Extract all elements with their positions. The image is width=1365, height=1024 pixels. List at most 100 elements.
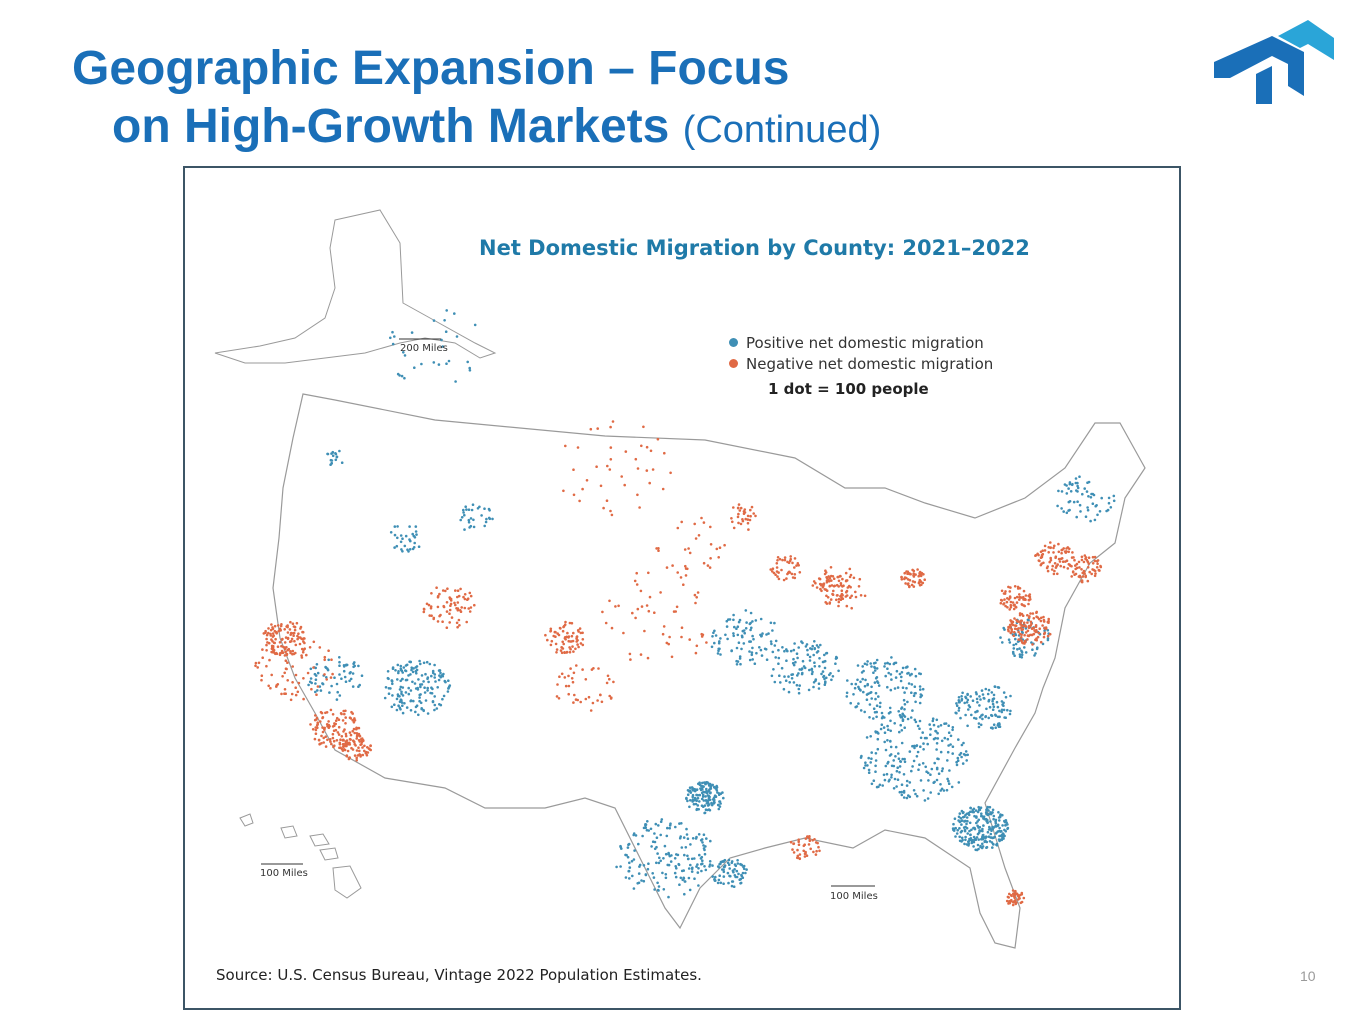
positive-dot (440, 674, 444, 677)
positive-dot (722, 875, 726, 878)
negative-dot (837, 604, 840, 608)
negative-dot (1020, 628, 1023, 632)
negative-dot (286, 636, 290, 640)
positive-dot (640, 879, 643, 882)
negative-dot (1033, 629, 1036, 632)
positive-dot (453, 312, 456, 315)
positive-dot (990, 691, 994, 694)
positive-dot (998, 709, 1001, 713)
positive-dot (914, 720, 918, 724)
positive-dot (448, 684, 452, 687)
positive-dot (730, 880, 734, 883)
positive-dot (987, 813, 991, 816)
negative-dot (1024, 598, 1027, 601)
negative-dot (1086, 560, 1090, 563)
positive-dot (1014, 637, 1017, 641)
positive-dot (964, 838, 967, 842)
positive-dot (655, 861, 658, 865)
positive-dot (906, 665, 909, 668)
positive-dot (447, 679, 450, 682)
positive-dot (1031, 648, 1034, 651)
negative-dot (645, 469, 649, 472)
negative-dot (1077, 560, 1081, 564)
positive-dot (687, 876, 691, 880)
positive-dot (688, 805, 691, 809)
positive-dot (691, 798, 695, 801)
positive-dot (1074, 481, 1078, 485)
negative-dot (1018, 613, 1022, 617)
positive-dot (706, 794, 710, 797)
positive-dot (1011, 650, 1015, 654)
negative-dot (629, 658, 632, 661)
positive-dot (909, 716, 913, 719)
negative-dot (318, 743, 321, 746)
negative-dot (908, 585, 911, 589)
positive-dot (342, 669, 346, 673)
negative-dot (348, 741, 351, 745)
positive-dot (389, 531, 393, 534)
positive-dot (957, 781, 961, 784)
negative-dot (422, 610, 426, 614)
negative-dot (671, 564, 674, 567)
positive-dot (861, 677, 864, 681)
negative-dot (696, 591, 700, 594)
positive-dot (957, 709, 961, 712)
positive-dot (1100, 496, 1103, 500)
positive-dot (879, 727, 883, 731)
negative-dot (349, 733, 353, 737)
positive-dot (344, 664, 348, 667)
negative-dot (292, 634, 295, 637)
negative-dot (567, 674, 570, 678)
map-title: Net Domestic Migration by County: 2021–2… (479, 236, 1030, 260)
positive-dot (469, 524, 473, 528)
negative-dot (1049, 556, 1052, 560)
positive-dot (411, 532, 414, 536)
negative-dot (331, 672, 334, 676)
positive-dot (884, 748, 888, 752)
positive-dot (845, 695, 849, 698)
positive-dot (913, 692, 916, 695)
negative-dot (270, 644, 274, 648)
negative-dot (1093, 555, 1097, 559)
positive-dot (1071, 482, 1074, 486)
negative-dot (649, 449, 653, 453)
negative-dot (562, 625, 565, 629)
negative-dot (804, 850, 807, 854)
positive-dot (818, 665, 821, 668)
positive-dot (419, 662, 422, 666)
negative-dot (1058, 560, 1062, 563)
negative-dot (339, 738, 342, 741)
positive-dot (913, 685, 917, 688)
positive-dot (975, 816, 978, 819)
negative-dot (609, 458, 613, 461)
positive-dot (1067, 487, 1070, 490)
negative-dot (1030, 622, 1033, 626)
negative-dot (450, 616, 454, 619)
positive-dot (893, 777, 897, 781)
negative-dot (283, 654, 287, 657)
negative-dot (749, 508, 752, 512)
positive-dot (951, 728, 954, 732)
positive-dot (390, 680, 394, 683)
negative-dot (1030, 633, 1034, 637)
positive-dot (978, 704, 981, 707)
negative-dot (1083, 554, 1087, 557)
positive-dot (970, 713, 973, 717)
negative-dot (292, 652, 296, 656)
negative-dot (825, 589, 829, 592)
negative-dot (746, 518, 750, 521)
positive-dot (740, 863, 744, 867)
negative-dot (1093, 569, 1097, 573)
negative-dot (1062, 565, 1066, 569)
negative-dot (565, 635, 568, 639)
negative-dot (357, 732, 361, 736)
negative-dot (578, 627, 582, 630)
negative-dot (1003, 592, 1007, 595)
positive-dot (981, 835, 984, 839)
positive-dot (974, 691, 978, 694)
positive-dot (991, 811, 994, 814)
negative-dot (837, 585, 840, 588)
negative-dot (1012, 604, 1015, 607)
positive-dot (732, 870, 735, 874)
positive-dot (908, 673, 912, 677)
